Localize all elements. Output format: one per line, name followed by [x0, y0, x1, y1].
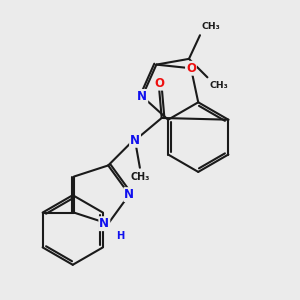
Text: N: N: [124, 188, 134, 201]
Text: CH₃: CH₃: [202, 22, 221, 32]
Text: H: H: [117, 231, 125, 241]
Text: N: N: [137, 90, 147, 103]
Text: N: N: [99, 217, 109, 230]
Text: CH₃: CH₃: [209, 81, 228, 90]
Text: O: O: [154, 77, 164, 90]
Text: N: N: [130, 134, 140, 147]
Text: O: O: [186, 62, 196, 75]
Text: CH₃: CH₃: [130, 172, 150, 182]
